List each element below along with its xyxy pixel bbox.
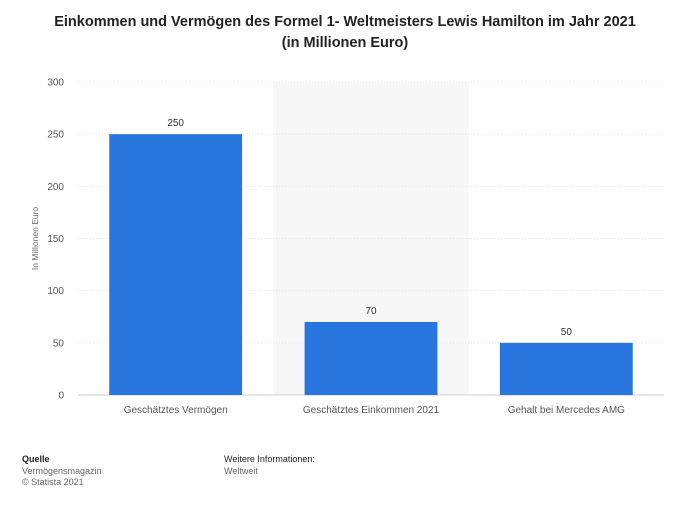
y-tick-label: 250 [47,130,64,141]
x-tick-label: Geschätztes Einkommen 2021 [303,405,440,416]
chart-title-line-2: (in Millionen Euro) [281,35,409,51]
info-heading: Weitere Informationen: [224,454,315,464]
x-tick-label: Gehalt bei Mercedes AMG [508,405,625,416]
y-tick-label: 50 [53,338,65,349]
info-block: Weitere Informationen: Weltweit [224,454,315,477]
y-axis-label: In Millionen Euro [30,207,40,271]
x-tick-label: Geschätztes Vermögen [124,405,228,416]
bar [109,134,243,395]
chart-title-line-1: Einkommen und Vermögen des Formel 1- Wel… [54,14,636,30]
bar-chart: 0 50 100 150 200 250 300 250 Geschätztes Vermöge… [30,78,664,416]
copyright-text: © Statista 2021 [22,477,84,487]
y-tick-label: 150 [47,234,64,245]
bar [304,321,438,395]
bar [499,342,633,395]
data-label: 250 [167,118,184,129]
source-name[interactable]: Vermögensmagazin [22,465,102,476]
y-tick-label: 200 [47,182,64,193]
data-label: 70 [365,306,377,317]
chart-title: Einkommen und Vermögen des Formel 1- Wel… [0,12,690,54]
data-label: 50 [561,327,573,338]
y-tick-label: 100 [47,286,64,297]
y-tick-label: 0 [58,391,64,402]
y-tick-label: 300 [47,78,64,89]
info-region: Weltweit [224,465,258,476]
source-block: Quelle Vermögensmagazin © Statista 2021 [22,454,102,489]
source-heading: Quelle [22,454,50,464]
